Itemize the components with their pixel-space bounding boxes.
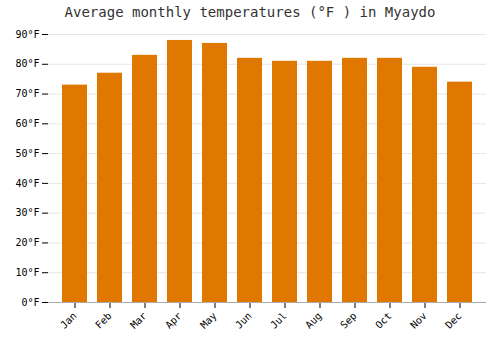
- svg-text:May: May: [198, 310, 219, 331]
- svg-text:Apr: Apr: [163, 310, 184, 331]
- svg-text:Sep: Sep: [338, 310, 359, 331]
- svg-text:Aug: Aug: [303, 310, 324, 331]
- svg-text:50°F: 50°F: [15, 148, 39, 159]
- svg-text:30°F: 30°F: [15, 207, 39, 218]
- svg-text:40°F: 40°F: [15, 178, 39, 189]
- svg-text:60°F: 60°F: [15, 118, 39, 129]
- svg-text:Nov: Nov: [408, 310, 429, 331]
- svg-text:Jul: Jul: [268, 310, 289, 331]
- svg-text:80°F: 80°F: [15, 58, 39, 69]
- svg-text:Jun: Jun: [233, 310, 254, 331]
- svg-text:Jan: Jan: [58, 310, 79, 331]
- html-text:Average monthly temperatures (: Average monthly temperatures (°F ) in My…: [64, 4, 436, 20]
- svg-text:0°F: 0°F: [21, 297, 39, 308]
- svg-text:20°F: 20°F: [15, 237, 39, 248]
- svg-text:10°F: 10°F: [15, 267, 39, 278]
- svg-text:70°F: 70°F: [15, 88, 39, 99]
- svg-text:90°F: 90°F: [15, 29, 39, 40]
- svg-text:Mar: Mar: [128, 310, 149, 331]
- svg-text:Feb: Feb: [93, 310, 114, 331]
- svg-text:Dec: Dec: [443, 310, 464, 331]
- svg-text:Oct: Oct: [373, 310, 394, 331]
